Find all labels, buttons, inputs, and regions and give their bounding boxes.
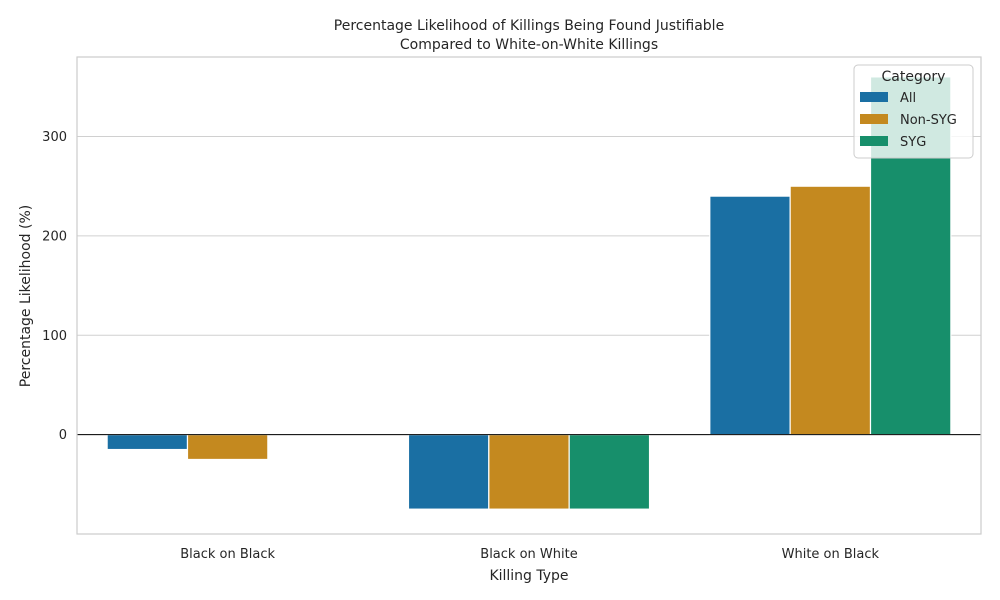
plot-frame — [76, 56, 982, 535]
legend-item-non-syg: Non-SYG — [860, 113, 957, 128]
x-axis-label: Killing Type — [489, 568, 568, 584]
bar-non-syg-0 — [186, 434, 269, 461]
bar-all-2 — [709, 195, 791, 436]
x-tick-label: Black on White — [480, 547, 577, 562]
bars — [106, 76, 952, 510]
y-axis-label: Percentage Likelihood (%) — [18, 205, 34, 387]
y-tick-label: 100 — [42, 329, 67, 344]
bar-non-syg-2 — [789, 185, 872, 436]
legend-swatch — [860, 136, 888, 146]
chart-title: Percentage Likelihood of Killings Being … — [334, 18, 724, 53]
chart-title-line-2: Compared to White-on-White Killings — [400, 37, 658, 53]
legend-swatch — [860, 114, 888, 124]
chart-title-line-1: Percentage Likelihood of Killings Being … — [334, 18, 724, 34]
bar-syg-1 — [568, 434, 651, 510]
legend: Category All Non-SYG SYG — [853, 64, 974, 159]
y-axis-ticks: 0 100 200 300 — [42, 130, 67, 443]
y-tick-label: 300 — [42, 130, 67, 145]
legend-item-all: All — [860, 91, 916, 106]
bar-non-syg-1 — [488, 434, 570, 510]
bar-all-0 — [106, 434, 189, 451]
legend-label: All — [900, 91, 916, 106]
legend-box — [853, 64, 974, 159]
legend-label: SYG — [900, 135, 926, 150]
x-axis-ticks: Black on Black Black on White White on Bla… — [180, 547, 879, 562]
x-tick-label: Black on Black — [180, 547, 275, 562]
legend-label: Non-SYG — [900, 113, 957, 128]
bar-all-1 — [407, 434, 490, 510]
x-tick-label: White on Black — [782, 547, 880, 562]
y-tick-label: 200 — [42, 229, 67, 244]
legend-title: Category — [882, 69, 946, 85]
y-tick-label: 0 — [59, 428, 67, 443]
legend-item-syg: SYG — [860, 135, 926, 150]
legend-swatch — [860, 92, 888, 102]
